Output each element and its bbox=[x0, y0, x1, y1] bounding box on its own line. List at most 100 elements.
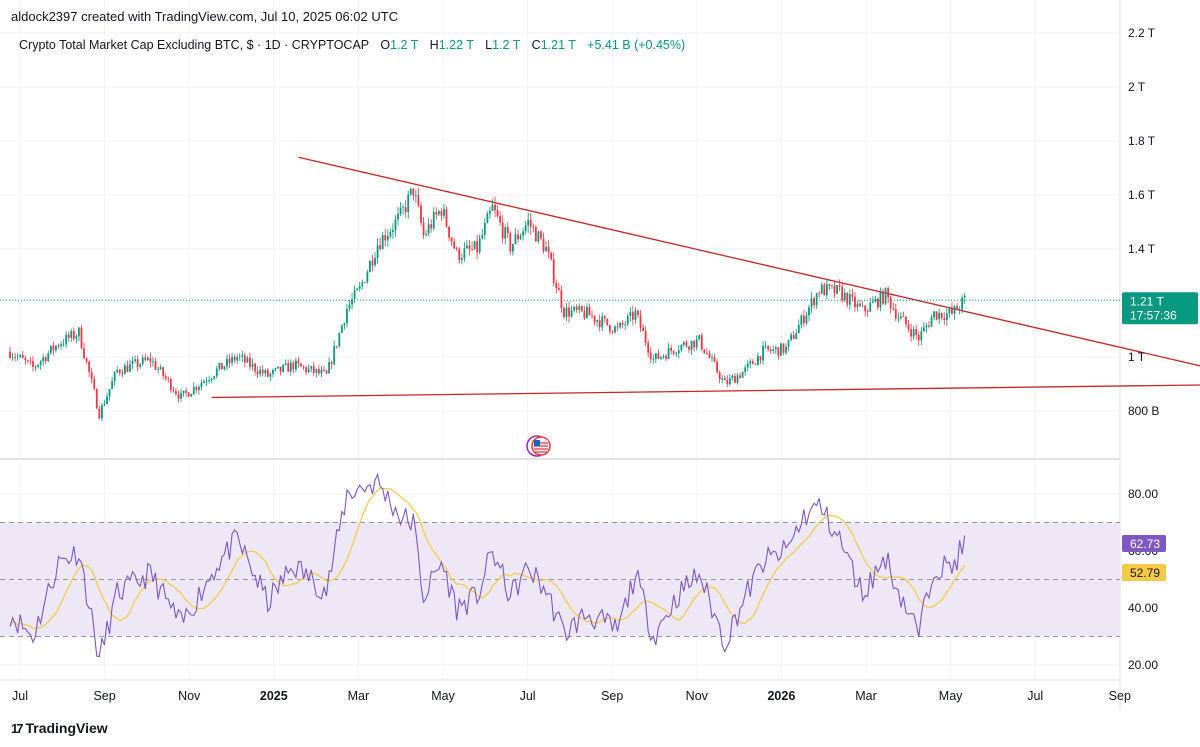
candle-body bbox=[680, 344, 683, 351]
candle-body bbox=[453, 241, 456, 249]
candle-body bbox=[279, 366, 282, 372]
candle-body bbox=[629, 311, 632, 316]
candle-body bbox=[450, 237, 453, 242]
candle-body bbox=[910, 329, 913, 337]
candle-body bbox=[859, 303, 861, 307]
candle-body bbox=[213, 376, 216, 379]
candle-body bbox=[259, 369, 262, 375]
candle-body bbox=[29, 360, 32, 362]
time-tick-label: Mar bbox=[855, 689, 877, 703]
candle-body bbox=[468, 245, 471, 249]
candle-body bbox=[866, 311, 869, 312]
candle-body bbox=[708, 353, 711, 358]
candle-body bbox=[764, 345, 767, 347]
candle-body bbox=[404, 207, 407, 213]
time-tick-label: 2026 bbox=[767, 689, 795, 703]
candle-body bbox=[728, 378, 731, 385]
candle-body bbox=[60, 344, 62, 347]
candle-body bbox=[652, 359, 655, 360]
high-label: H bbox=[429, 38, 439, 52]
candle-body bbox=[915, 329, 918, 335]
candle-body bbox=[417, 195, 420, 206]
candle-body bbox=[662, 355, 665, 357]
candle-body bbox=[711, 357, 713, 359]
candle-body bbox=[328, 362, 330, 374]
candle-body bbox=[848, 294, 851, 305]
candle-body bbox=[749, 361, 752, 364]
candle-body bbox=[32, 361, 34, 367]
candle-body bbox=[496, 210, 499, 217]
candle-body bbox=[14, 356, 17, 358]
candle-body bbox=[266, 370, 269, 377]
candle-body bbox=[44, 357, 47, 362]
candle-body bbox=[39, 361, 42, 365]
candle-body bbox=[159, 367, 162, 370]
candle-body bbox=[828, 284, 831, 286]
candle-body bbox=[440, 211, 443, 216]
candle-body bbox=[820, 284, 823, 294]
time-tick-label: May bbox=[939, 689, 963, 703]
candle-body bbox=[491, 204, 494, 211]
time-tick-label: May bbox=[431, 689, 455, 703]
candle-body bbox=[956, 306, 958, 310]
candle-body bbox=[690, 340, 693, 350]
candle-body bbox=[118, 369, 121, 373]
candle-body bbox=[869, 302, 872, 312]
candle-body bbox=[348, 304, 351, 309]
close-value: 1.21 T bbox=[540, 38, 576, 52]
candle-body bbox=[769, 349, 772, 352]
tradingview-logo[interactable]: 17 TradingView bbox=[11, 720, 108, 736]
candle-body bbox=[813, 298, 815, 306]
candle-body bbox=[333, 345, 336, 365]
candle-body bbox=[113, 372, 116, 382]
candle-body bbox=[389, 231, 392, 237]
candle-body bbox=[519, 235, 522, 240]
candle-body bbox=[356, 288, 359, 291]
candle-body bbox=[703, 349, 706, 354]
time-tick-label: Jul bbox=[1027, 689, 1043, 703]
candle-body bbox=[598, 320, 601, 328]
trendlines bbox=[0, 156, 1200, 399]
candle-body bbox=[626, 315, 629, 325]
candle-body bbox=[121, 372, 124, 375]
candle-body bbox=[688, 346, 690, 350]
candle-body bbox=[787, 339, 790, 347]
us-flag-icon[interactable] bbox=[526, 435, 551, 457]
candle-body bbox=[284, 363, 287, 365]
symbol-legend[interactable]: Crypto Total Market Cap Excluding BTC, $… bbox=[19, 38, 685, 52]
candle-body bbox=[897, 318, 900, 320]
candle-body bbox=[414, 195, 417, 196]
candle-body bbox=[672, 350, 675, 354]
candle-body bbox=[593, 315, 596, 322]
rsi-series bbox=[9, 472, 966, 658]
candle-body bbox=[172, 390, 175, 392]
candle-body bbox=[721, 378, 724, 380]
candle-body bbox=[131, 361, 134, 365]
rsi-line bbox=[9, 472, 966, 658]
candle-body bbox=[200, 382, 203, 387]
candle-body bbox=[800, 315, 803, 325]
candle-body bbox=[407, 194, 410, 213]
candle-body bbox=[746, 363, 749, 368]
candle-body bbox=[537, 231, 540, 242]
candle-body bbox=[37, 364, 39, 367]
candle-body bbox=[223, 366, 226, 370]
candle-body bbox=[933, 311, 935, 318]
candle-body bbox=[272, 370, 274, 374]
price-tick-label: 1.4 T bbox=[1128, 242, 1156, 256]
candle-body bbox=[506, 227, 509, 234]
candle-body bbox=[831, 285, 833, 287]
candle-body bbox=[818, 293, 821, 295]
candle-body bbox=[236, 357, 239, 361]
candle-body bbox=[274, 368, 277, 371]
candle-body bbox=[522, 231, 524, 236]
symbol-title: Crypto Total Market Cap Excluding BTC, $… bbox=[19, 38, 369, 52]
candle-body bbox=[838, 285, 841, 287]
candle-body bbox=[734, 375, 736, 383]
candle-body bbox=[499, 216, 502, 223]
candle-body bbox=[846, 292, 849, 305]
candle-body bbox=[62, 344, 65, 346]
candle-body bbox=[47, 353, 50, 362]
candle-body bbox=[11, 356, 14, 358]
candle-body bbox=[358, 286, 361, 289]
